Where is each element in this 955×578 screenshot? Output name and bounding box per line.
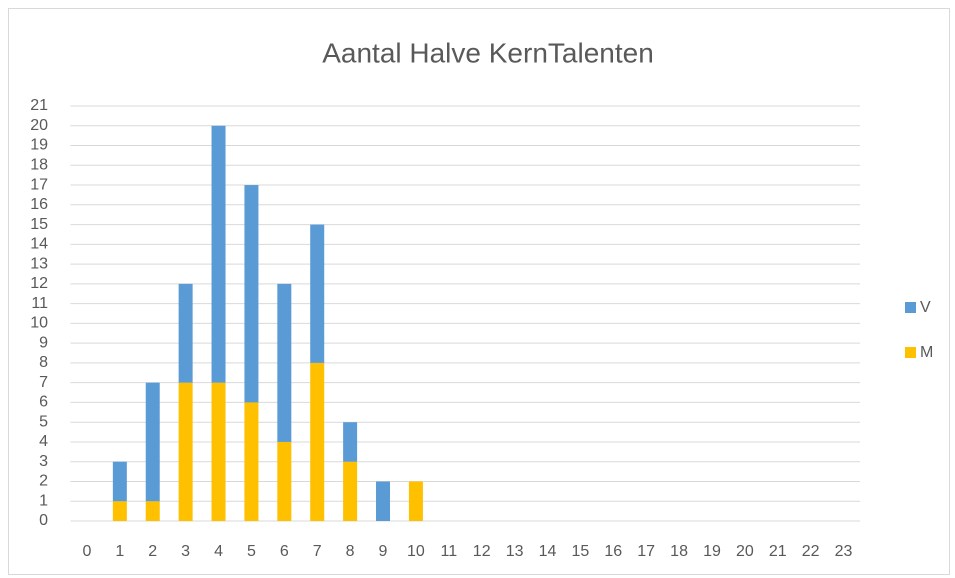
x-tick-label: 4: [214, 543, 223, 560]
y-tick-label: 2: [39, 473, 48, 490]
bar-segment: [343, 422, 358, 462]
bar-segment: [376, 481, 391, 521]
x-tick-label: 15: [571, 543, 589, 560]
y-tick-label: 10: [30, 315, 48, 332]
y-tick-label: 18: [30, 157, 48, 174]
chart-border: [8, 8, 950, 575]
x-tick-label: 20: [736, 543, 754, 560]
x-tick-label: 21: [769, 543, 787, 560]
bar-segment: [244, 402, 259, 521]
x-tick-label: 9: [379, 543, 388, 560]
y-tick-label: 19: [30, 137, 48, 154]
bar-segment: [112, 501, 127, 521]
y-tick-label: 16: [30, 196, 48, 213]
bar-segment: [408, 481, 423, 521]
y-tick-label: 9: [39, 334, 48, 351]
chart-title: Aantal Halve KernTalenten: [322, 37, 654, 68]
x-tick-label: 17: [637, 543, 655, 560]
bar-segment: [343, 461, 358, 521]
bar-segment: [277, 283, 292, 442]
y-tick-label: 14: [30, 236, 48, 253]
x-tick-label: 3: [181, 543, 190, 560]
legend-label: M: [920, 344, 933, 361]
x-tick-label: 11: [440, 543, 457, 560]
bar-segment: [178, 283, 193, 383]
y-tick-label: 20: [30, 117, 48, 134]
bar-segment: [277, 441, 292, 521]
x-tick-label: 16: [604, 543, 622, 560]
x-tick-label: 18: [670, 543, 688, 560]
x-tick-label: 13: [506, 543, 524, 560]
x-tick-label: 22: [802, 543, 820, 560]
y-tick-label: 7: [39, 374, 48, 391]
bar-segment: [211, 382, 226, 521]
bar-segment: [112, 461, 127, 502]
x-tick-label: 5: [247, 543, 256, 560]
x-tick-label: 2: [148, 543, 157, 560]
y-tick-label: 13: [30, 255, 48, 272]
bar-segment: [145, 382, 160, 502]
bar-segment: [310, 224, 325, 363]
x-tick-label: 12: [473, 543, 491, 560]
y-tick-label: 1: [39, 492, 48, 509]
x-tick-label: 19: [703, 543, 721, 560]
y-tick-label: 3: [39, 453, 48, 470]
y-tick-label: 8: [39, 354, 48, 371]
x-tick-label: 7: [313, 543, 322, 560]
x-tick-label: 14: [539, 543, 557, 560]
y-tick-label: 0: [39, 512, 48, 529]
x-tick-label: 23: [835, 543, 853, 560]
bar-segment: [310, 362, 325, 521]
y-tick-label: 4: [39, 433, 48, 450]
bar-segment: [178, 382, 193, 521]
y-tick-label: 6: [39, 394, 48, 411]
legend-label: V: [920, 299, 931, 316]
y-tick-label: 15: [30, 216, 48, 233]
bar-segment: [244, 185, 259, 403]
y-tick-label: 21: [30, 97, 48, 114]
bar-segment: [211, 125, 226, 383]
x-tick-label: 8: [346, 543, 355, 560]
bar-segment: [145, 501, 160, 521]
x-tick-label: 0: [82, 543, 91, 560]
y-tick-label: 5: [39, 413, 48, 430]
x-tick-label: 6: [280, 543, 289, 560]
x-tick-label: 1: [115, 543, 124, 560]
y-tick-label: 17: [30, 176, 48, 193]
y-tick-label: 12: [30, 275, 48, 292]
y-tick-label: 11: [31, 295, 48, 312]
legend-swatch: [905, 347, 916, 358]
x-tick-label: 10: [407, 543, 425, 560]
legend-swatch: [905, 302, 916, 313]
